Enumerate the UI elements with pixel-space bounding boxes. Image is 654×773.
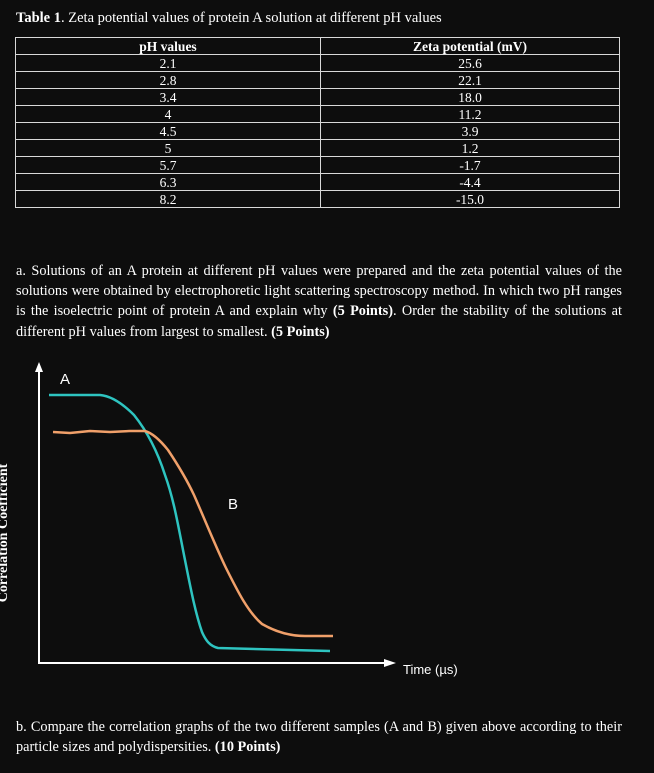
curve-b-label: B [228, 496, 238, 513]
table-title: Table 1. Zeta potential values of protei… [16, 10, 442, 27]
ph-value-cell: 5 [15, 139, 321, 157]
zeta-value-cell: 18.0 [320, 88, 620, 106]
table-title-text: . Zeta potential values of protein A sol… [61, 10, 442, 26]
table-row: 3.4 18.0 [15, 88, 620, 106]
question-a-points-2: (5 Points) [271, 323, 330, 340]
curve-a [49, 393, 331, 653]
question-a-points-1: (5 Points) [332, 303, 393, 320]
table-title-label: Table 1 [16, 10, 61, 26]
question-a-mid: . Order the stability of the solutions a… [16, 303, 622, 340]
table-row: 4.5 3.9 [15, 122, 620, 140]
table-row: 5.7 -1.7 [15, 156, 620, 174]
curve-b [52, 429, 333, 638]
zeta-value-cell: -4.4 [320, 173, 620, 191]
table-row: 5 1.2 [15, 139, 620, 157]
zeta-value-cell: -1.7 [320, 156, 620, 174]
table-row: 4 11.2 [15, 105, 620, 123]
ph-value-cell: 4.5 [15, 122, 321, 140]
question-a-text: a. Solutions of an A protein at differen… [16, 263, 622, 320]
ph-value-cell: 2.1 [15, 54, 321, 72]
ph-value-cell: 6.3 [15, 173, 321, 191]
x-axis-arrow [384, 659, 396, 667]
ph-value-cell: 4 [15, 105, 321, 123]
table-row: 8.2 -15.0 [15, 190, 620, 208]
zeta-value-cell: 1.2 [320, 139, 620, 157]
y-axis-label: Correlation Coefficient [0, 463, 11, 603]
table-header-row: pH values Zeta potential (mV) [15, 37, 620, 55]
y-axis-arrow [35, 362, 43, 372]
curve-a-label: A [60, 371, 70, 388]
zeta-value-cell: 25.6 [320, 54, 620, 72]
table-row: 2.8 22.1 [15, 71, 620, 89]
zeta-value-cell: 3.9 [320, 122, 620, 140]
question-b-text: b. Compare the correlation graphs of the… [16, 719, 622, 756]
zeta-table: pH values Zeta potential (mV) 2.1 25.6 2.8… [15, 37, 620, 208]
header-ph: pH values [15, 37, 321, 55]
ph-value-cell: 3.4 [15, 88, 321, 106]
header-zeta: Zeta potential (mV) [320, 37, 620, 55]
question-b-points: (10 Points) [214, 739, 281, 756]
zeta-value-cell: 22.1 [320, 71, 620, 89]
zeta-value-cell: -15.0 [320, 190, 620, 208]
x-axis-label: Time (µs) [403, 662, 458, 677]
zeta-value-cell: 11.2 [320, 105, 620, 123]
ph-value-cell: 2.8 [15, 71, 321, 89]
correlation-graph: A B Time (µs) [35, 362, 458, 677]
ph-value-cell: 8.2 [15, 190, 321, 208]
question-b: b. Compare the correlation graphs of the… [16, 717, 622, 757]
table-row: 2.1 25.6 [15, 54, 620, 72]
table-row: 6.3 -4.4 [15, 173, 620, 191]
question-a: a. Solutions of an A protein at differen… [16, 261, 622, 342]
ph-value-cell: 5.7 [15, 156, 321, 174]
